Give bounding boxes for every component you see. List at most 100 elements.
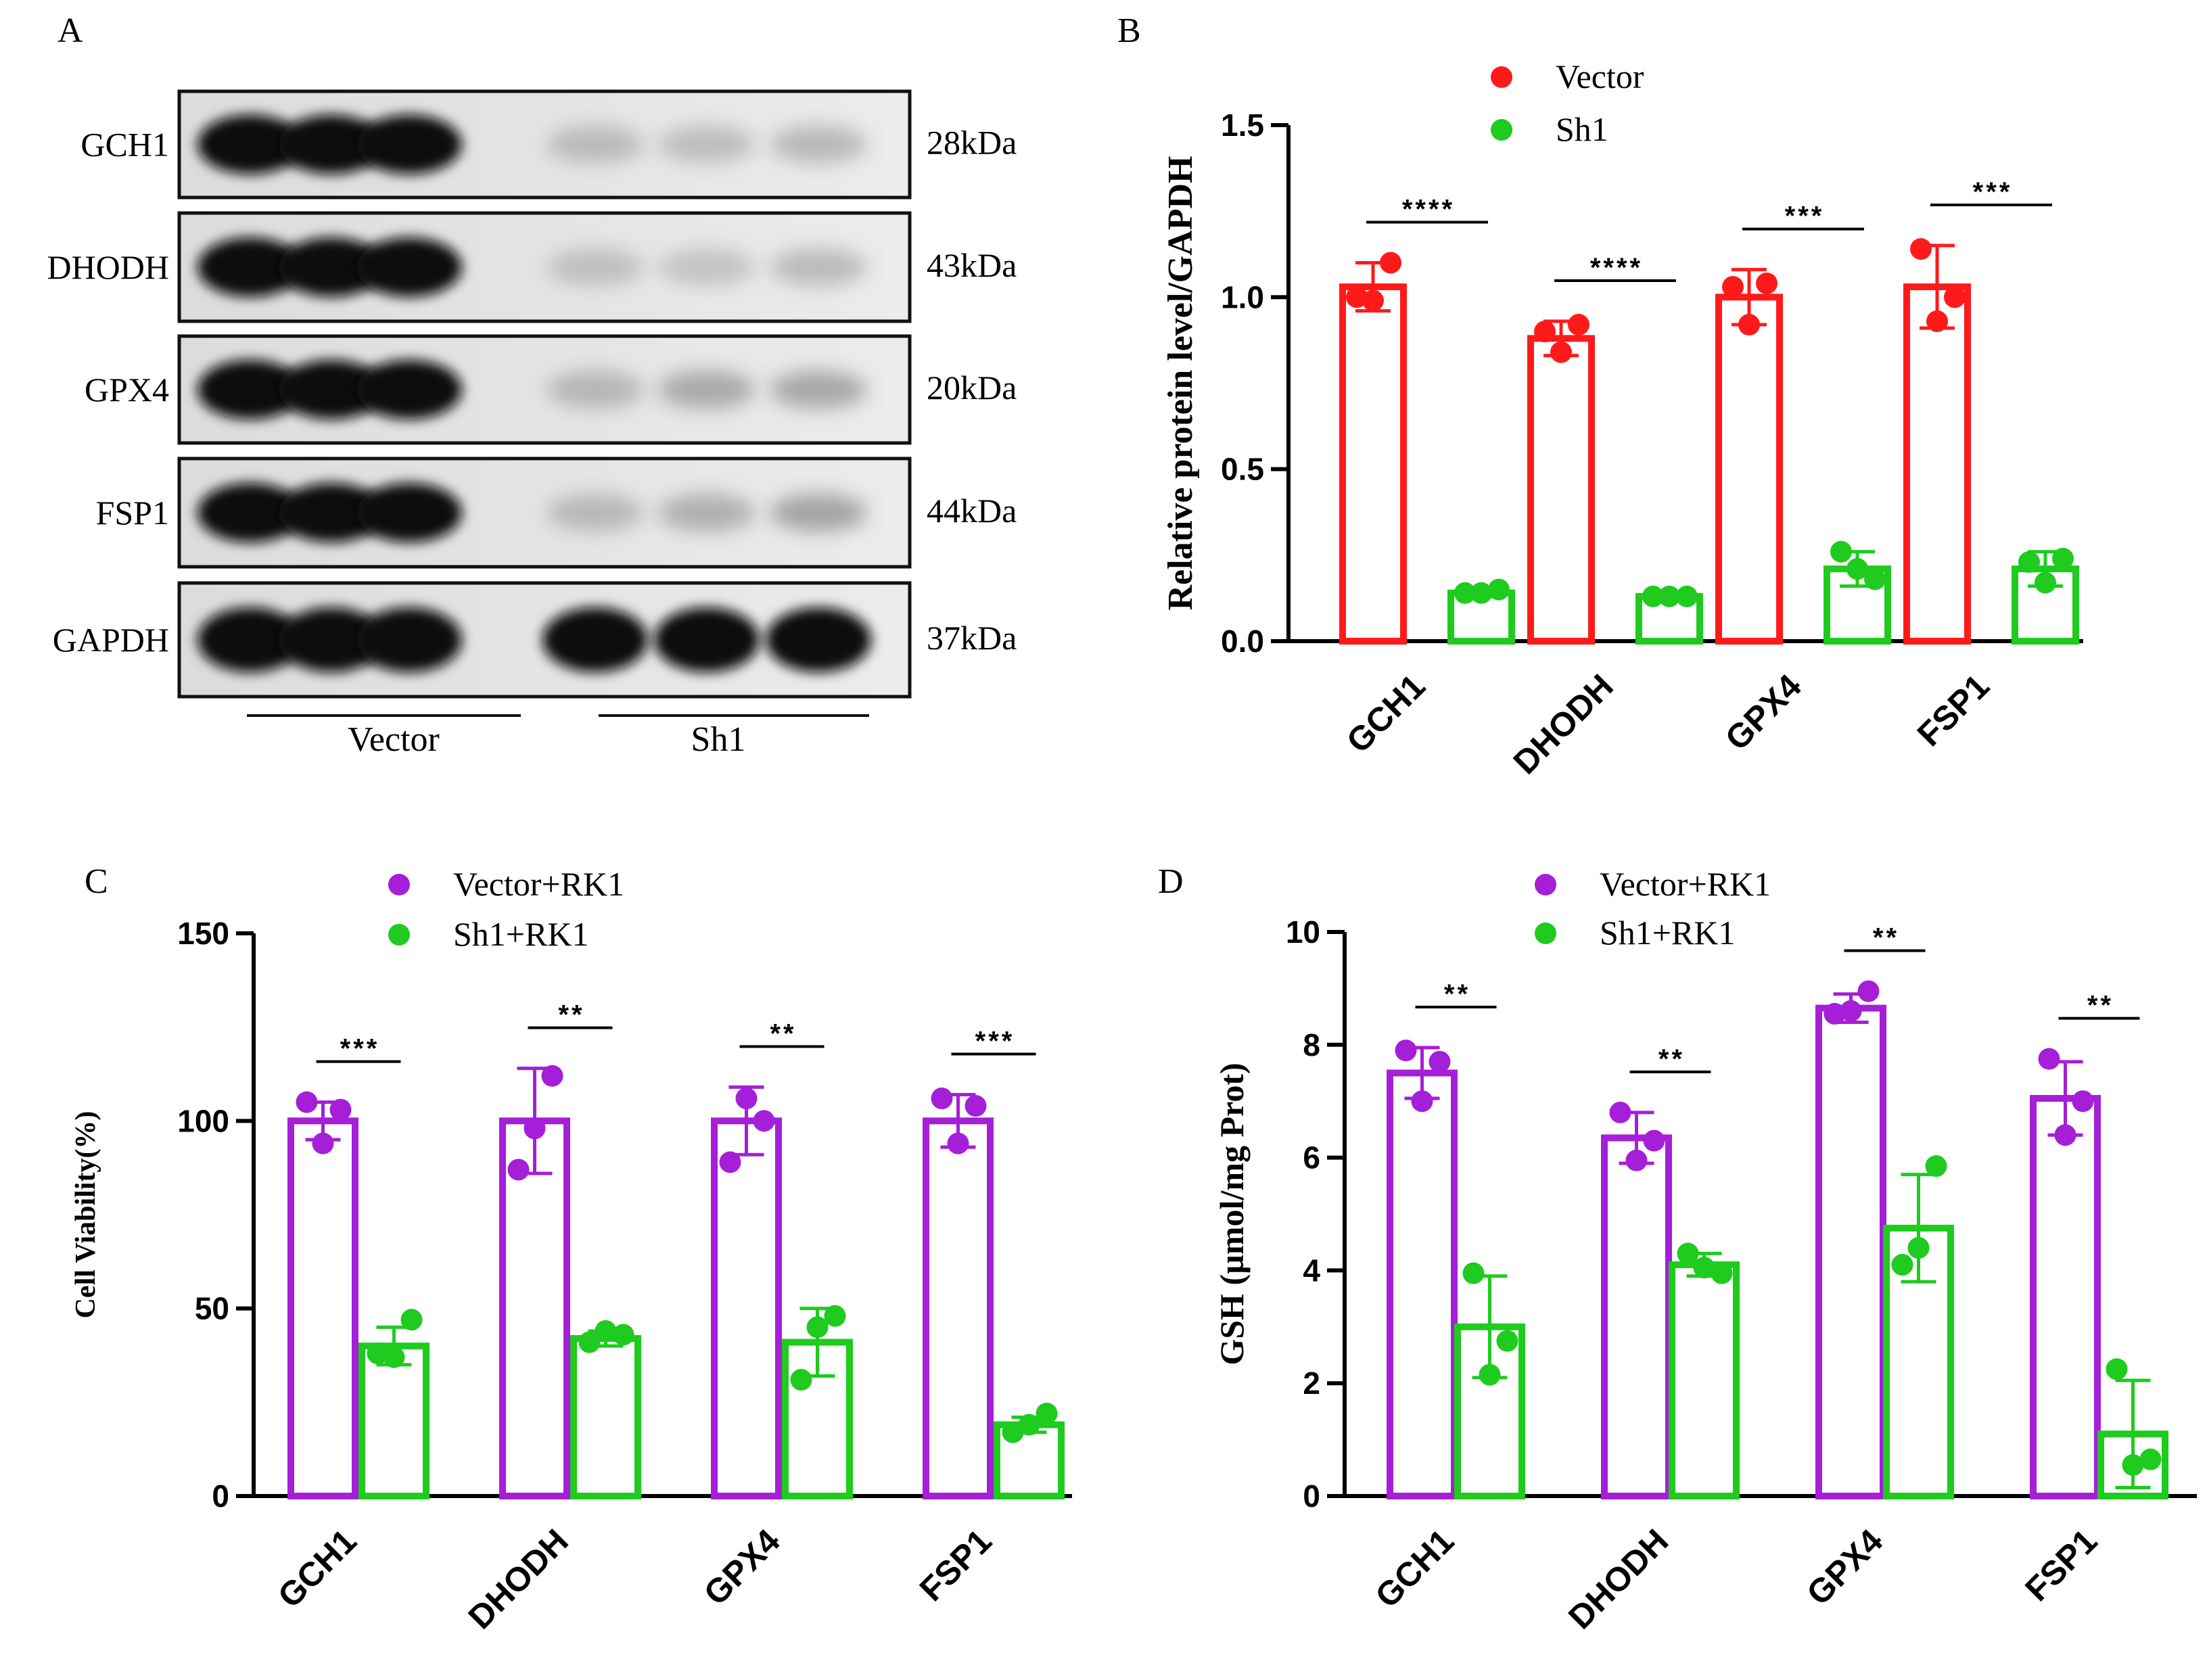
data-point xyxy=(1534,321,1556,343)
data-point xyxy=(2072,1090,2094,1113)
category-label: GPX4 xyxy=(1718,667,1809,757)
bar xyxy=(358,1343,429,1499)
category-label: DHODH xyxy=(1506,667,1621,781)
bar xyxy=(1527,335,1595,645)
legend-label: Vector+RK1 xyxy=(1600,865,1771,903)
legend-label: Sh1 xyxy=(1556,110,1608,148)
data-point xyxy=(1380,252,1401,274)
blot-band xyxy=(198,114,303,174)
panel-letter-d: D xyxy=(1158,862,1184,901)
blot-band xyxy=(356,360,462,419)
blot-protein-label: GAPDH xyxy=(53,621,169,659)
blot-band xyxy=(658,248,756,286)
data-point xyxy=(541,1065,563,1087)
data-point xyxy=(2035,571,2056,594)
y-tick-label: 0 xyxy=(212,1478,229,1514)
significance-label: ** xyxy=(770,1019,796,1048)
y-axis-title: GSH (µmol/mg Prot) xyxy=(1213,1063,1251,1365)
blot-band xyxy=(658,125,756,164)
legend-label: Sh1+RK1 xyxy=(453,915,588,953)
data-point xyxy=(1756,272,1778,294)
y-axis-title: Relative protein level/GAPDH xyxy=(1161,156,1200,610)
data-point xyxy=(367,1343,389,1365)
data-point xyxy=(1002,1421,1024,1443)
data-point xyxy=(578,1331,601,1353)
data-point xyxy=(1926,310,1948,332)
category-label: GPX4 xyxy=(697,1522,787,1612)
blot-band xyxy=(658,494,756,532)
bar xyxy=(2030,1095,2101,1499)
bar xyxy=(1715,294,1783,645)
category-label: FSP1 xyxy=(2018,1522,2104,1608)
data-point xyxy=(1395,1040,1417,1062)
blot-group-label: Vector xyxy=(348,720,440,759)
data-point xyxy=(2106,1358,2128,1380)
y-tick-label: 0.5 xyxy=(1221,452,1264,487)
y-tick-label: 100 xyxy=(177,1103,229,1138)
data-point xyxy=(931,1088,953,1110)
data-point xyxy=(1944,286,1966,308)
data-point xyxy=(1643,1129,1665,1152)
blot-band xyxy=(770,494,867,532)
bar xyxy=(1339,283,1407,645)
panel-letter-a: A xyxy=(57,11,83,50)
data-point xyxy=(2018,551,2040,574)
data-point xyxy=(790,1369,812,1391)
bar xyxy=(1669,1261,1740,1500)
significance-label: **** xyxy=(1402,194,1455,224)
data-point xyxy=(1857,980,1880,1002)
y-tick-label: 8 xyxy=(1303,1027,1320,1063)
y-tick-label: 150 xyxy=(177,916,229,951)
data-point xyxy=(1830,540,1852,563)
data-point xyxy=(1411,1090,1433,1113)
blot-band xyxy=(198,360,303,419)
significance-label: ** xyxy=(1873,923,1899,953)
data-point xyxy=(947,1132,969,1154)
y-tick-label: 1.0 xyxy=(1221,279,1264,314)
category-label: FSP1 xyxy=(912,1522,999,1608)
data-point xyxy=(1693,1257,1715,1279)
blot-band xyxy=(356,114,462,174)
data-point xyxy=(1823,1002,1846,1025)
blot-protein-label: FSP1 xyxy=(96,494,169,532)
blot-size-label: 44kDa xyxy=(927,492,1017,530)
data-point xyxy=(1910,238,1932,260)
blot-band xyxy=(198,607,303,672)
data-point xyxy=(1677,1242,1699,1265)
bar xyxy=(711,1117,782,1500)
legend-marker xyxy=(388,924,410,946)
blot-band xyxy=(547,371,644,409)
legend-marker xyxy=(1491,66,1512,88)
y-tick-label: 4 xyxy=(1303,1253,1320,1288)
data-point xyxy=(1625,1149,1648,1171)
data-point xyxy=(1840,1000,1862,1022)
bar xyxy=(1601,1134,1672,1500)
data-point xyxy=(1346,286,1368,308)
data-point xyxy=(753,1110,775,1132)
data-point xyxy=(1488,578,1510,601)
legend-marker xyxy=(1535,923,1556,944)
blot-band xyxy=(279,360,384,419)
significance-label: **** xyxy=(1590,253,1643,283)
bar xyxy=(570,1335,641,1500)
data-point xyxy=(383,1346,405,1368)
y-tick-label: 1.5 xyxy=(1221,108,1264,143)
blot-band xyxy=(356,237,462,297)
data-point xyxy=(329,1098,352,1121)
data-point xyxy=(1479,1363,1501,1386)
data-point xyxy=(1907,1237,1930,1259)
data-point xyxy=(1891,1254,1913,1276)
data-point xyxy=(1711,1262,1733,1284)
blot-band xyxy=(547,125,644,164)
blot-band xyxy=(279,237,384,297)
data-point xyxy=(2038,1048,2060,1070)
significance-label: *** xyxy=(1785,202,1825,231)
category-label: GCH1 xyxy=(271,1522,364,1615)
data-point xyxy=(612,1324,634,1346)
blot-size-label: 43kDa xyxy=(927,246,1017,284)
category-label: GCH1 xyxy=(1339,667,1433,760)
data-point xyxy=(1722,276,1744,298)
data-point xyxy=(2054,1124,2076,1146)
blot-band xyxy=(279,483,384,542)
blot-band xyxy=(356,483,462,542)
